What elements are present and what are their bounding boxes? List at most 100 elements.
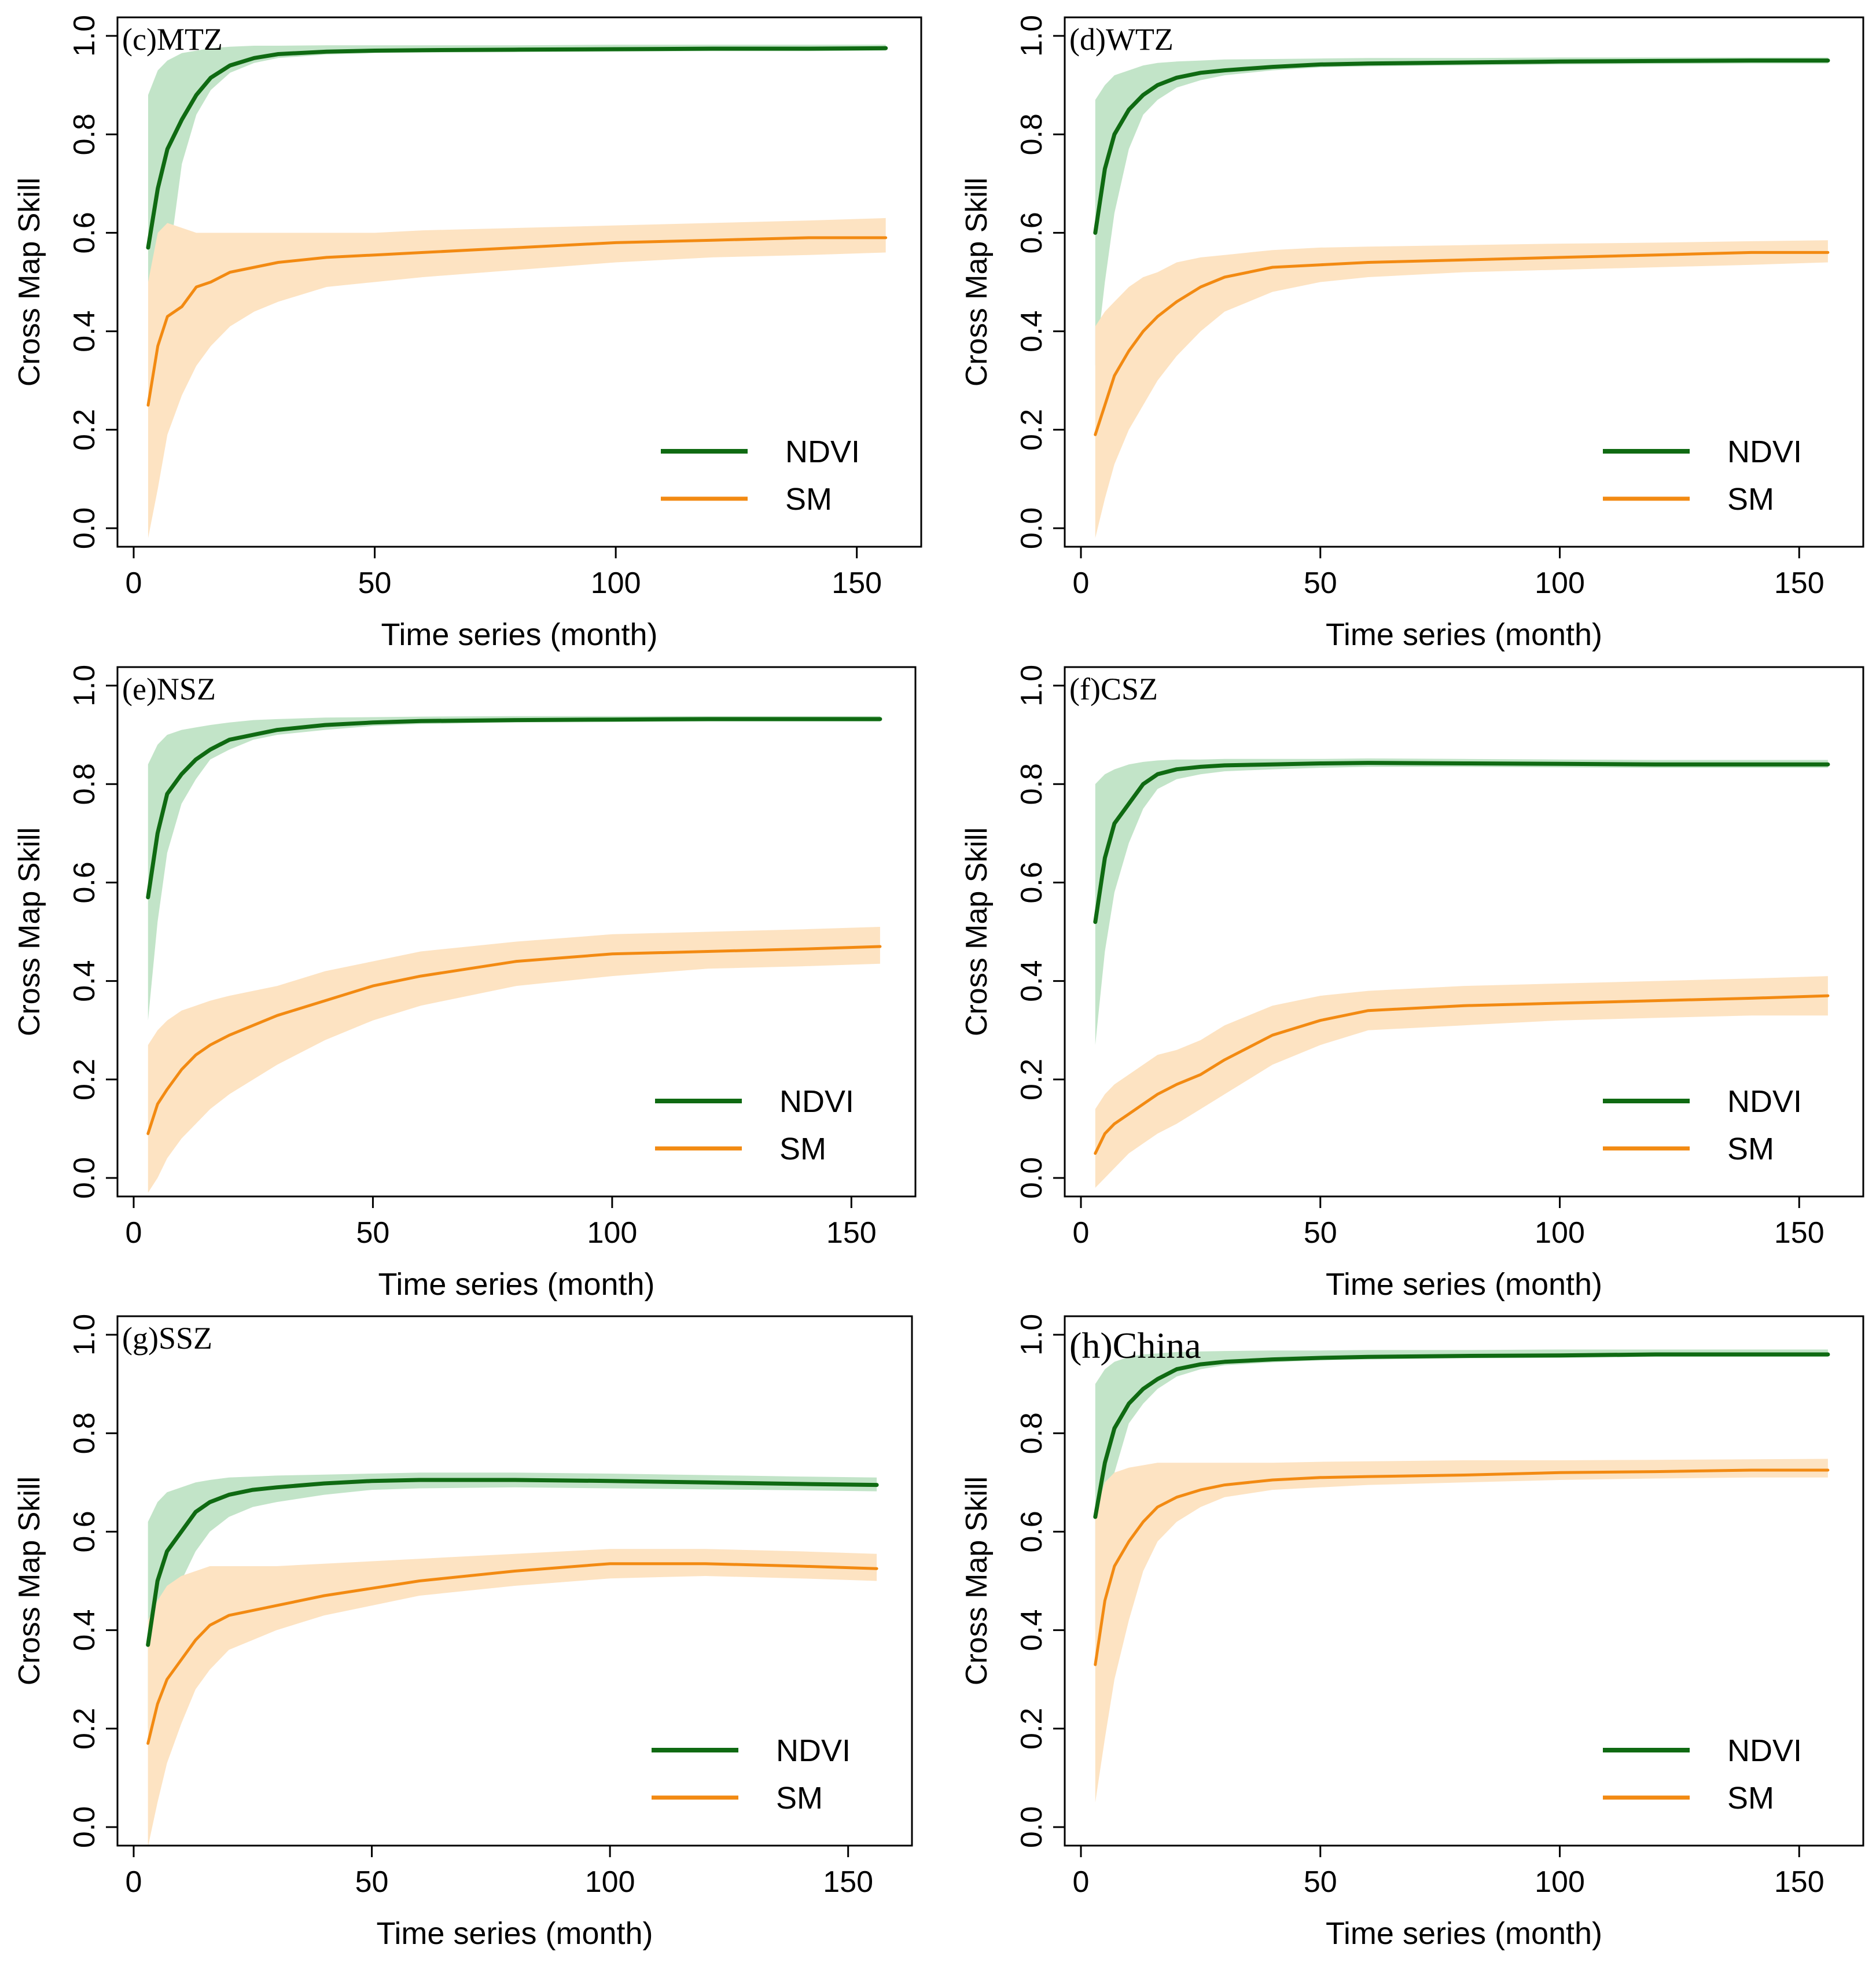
x-tick-label: 100 — [587, 1216, 637, 1250]
y-axis-title: Cross Map Skill — [13, 178, 46, 386]
x-tick-label: 0 — [126, 566, 142, 600]
x-axis-title: Time series (month) — [376, 1916, 653, 1951]
y-tick-label: 1.0 — [68, 665, 101, 706]
x-tick-label: 50 — [1304, 1865, 1337, 1899]
ndvi-series-line — [146, 717, 882, 900]
y-tick-label: 0.6 — [1015, 212, 1049, 253]
ndvi-confidence-band — [1095, 1349, 1828, 1630]
x-tick-label: 150 — [826, 1216, 877, 1250]
y-tick-label: 0.8 — [68, 1412, 101, 1454]
ndvi-series-line — [146, 46, 888, 250]
y-tick-label: 0.2 — [68, 1059, 101, 1100]
y-tick-label: 0.0 — [68, 507, 101, 549]
y-tick-label: 0.6 — [68, 861, 101, 903]
legend-sm-label: SM — [1727, 1781, 1774, 1816]
chart-panel: 0.0 0.2 0.4 0.6 0.8 1.0 0 50 100 150 Cross Map Ski… — [13, 665, 917, 1302]
x-tick-label: 100 — [1535, 566, 1585, 600]
y-tick-label: 1.0 — [68, 15, 101, 57]
sm-series-line — [1094, 1468, 1830, 1666]
y-tick-label: 0.4 — [1015, 960, 1049, 1001]
plot-area — [146, 716, 882, 1193]
y-tick-label: 0.4 — [1015, 1609, 1049, 1651]
y-tick-label: 0.0 — [68, 1157, 101, 1199]
x-tick-label: 50 — [356, 1216, 390, 1250]
legend-sm-label: SM — [1727, 1132, 1774, 1166]
x-axis-title: Time series (month) — [378, 1267, 654, 1302]
ndvi-confidence-band — [148, 716, 880, 1021]
y-tick-label: 0.4 — [1015, 310, 1049, 352]
x-tick-label: 50 — [1304, 566, 1337, 600]
plot-area — [1093, 57, 1830, 538]
y-axis-title: Cross Map Skill — [960, 178, 994, 386]
y-tick-label: 0.2 — [68, 409, 101, 451]
panel-label: (h)China — [1069, 1325, 1201, 1366]
sm-confidence-band — [1095, 240, 1828, 538]
y-tick-label: 1.0 — [68, 1314, 101, 1356]
x-tick-label: 100 — [591, 566, 641, 600]
x-tick-label: 0 — [1073, 566, 1090, 600]
plot-area — [1093, 758, 1830, 1188]
sm-series-line — [1094, 251, 1830, 436]
plot-area — [1093, 1349, 1830, 1803]
y-tick-label: 0.8 — [1015, 1412, 1049, 1454]
y-tick-label: 0.6 — [68, 1511, 101, 1552]
chart-panel: 0.0 0.2 0.4 0.6 0.8 1.0 0 50 100 150 Cross Map Ski… — [13, 1314, 913, 1951]
legend-sm-label: SM — [785, 482, 832, 517]
x-tick-label: 150 — [1774, 1216, 1824, 1250]
x-tick-label: 100 — [585, 1865, 635, 1899]
sm-confidence-band — [1095, 1459, 1828, 1803]
y-tick-label: 0.0 — [1015, 1806, 1049, 1848]
plot-frame — [116, 1315, 913, 1847]
x-tick-label: 0 — [1073, 1865, 1090, 1899]
y-tick-label: 1.0 — [1015, 665, 1049, 706]
y-tick-label: 1.0 — [1015, 15, 1049, 57]
y-axis-title: Cross Map Skill — [13, 827, 46, 1036]
x-axis-title: Time series (month) — [1326, 617, 1602, 652]
legend-ndvi-label: NDVI — [779, 1084, 854, 1119]
x-tick-label: 0 — [126, 1865, 142, 1899]
panel-label: (e)NSZ — [122, 672, 216, 706]
legend-ndvi-label: NDVI — [776, 1733, 851, 1768]
sm-confidence-band — [148, 218, 886, 538]
ndvi-series-line — [146, 1478, 879, 1647]
x-axis-title: Time series (month) — [1326, 1267, 1602, 1302]
sm-series-line — [1094, 994, 1830, 1155]
chart-panel: 0.0 0.2 0.4 0.6 0.8 1.0 0 50 100 150 Cross Map Ski… — [13, 15, 922, 652]
y-tick-label: 0.4 — [68, 310, 101, 352]
plot-frame — [116, 666, 917, 1198]
x-tick-label: 50 — [1304, 1216, 1337, 1250]
ndvi-series-line — [1093, 1352, 1830, 1519]
x-tick-label: 150 — [1774, 1865, 1824, 1899]
x-tick-label: 150 — [1774, 566, 1824, 600]
x-tick-label: 100 — [1535, 1216, 1585, 1250]
y-axis-title: Cross Map Skill — [13, 1476, 46, 1685]
x-tick-label: 150 — [832, 566, 882, 600]
panel-label: (d)WTZ — [1069, 22, 1174, 57]
x-axis-title: Time series (month) — [381, 617, 657, 652]
sm-series-line — [146, 236, 888, 407]
plot-area — [146, 45, 888, 538]
plot-frame — [1064, 666, 1864, 1198]
x-axis-title: Time series (month) — [1326, 1916, 1602, 1951]
x-tick-label: 50 — [358, 566, 392, 600]
y-tick-label: 0.0 — [1015, 1157, 1049, 1199]
y-tick-label: 0.8 — [1015, 763, 1049, 805]
plot-frame — [1064, 16, 1864, 548]
y-tick-label: 0.6 — [1015, 1511, 1049, 1552]
x-tick-label: 0 — [126, 1216, 142, 1250]
legend-sm-label: SM — [1727, 482, 1774, 517]
legend-ndvi-label: NDVI — [1727, 1733, 1802, 1768]
plot-frame — [1064, 1315, 1864, 1847]
y-tick-label: 0.4 — [68, 960, 101, 1001]
y-tick-label: 0.4 — [68, 1609, 101, 1651]
legend-ndvi-label: NDVI — [1727, 434, 1802, 469]
chart-panel: 0.0 0.2 0.4 0.6 0.8 1.0 0 50 100 150 Cross Map Ski… — [960, 665, 1864, 1302]
y-tick-label: 0.2 — [1015, 409, 1049, 451]
ndvi-series-line — [1093, 58, 1830, 235]
x-tick-label: 100 — [1535, 1865, 1585, 1899]
y-tick-label: 0.8 — [68, 763, 101, 805]
y-tick-label: 0.0 — [1015, 507, 1049, 549]
x-tick-label: 50 — [355, 1865, 389, 1899]
legend-ndvi-label: NDVI — [785, 434, 860, 469]
